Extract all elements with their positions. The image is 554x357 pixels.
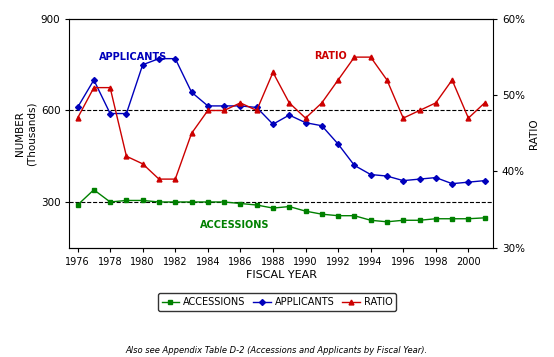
ACCESSIONS bbox=[433, 217, 439, 221]
RATIO bbox=[465, 116, 471, 120]
RATIO bbox=[335, 78, 341, 82]
Text: APPLICANTS: APPLICANTS bbox=[99, 52, 167, 62]
ACCESSIONS bbox=[188, 200, 195, 204]
APPLICANTS bbox=[465, 180, 471, 184]
RATIO bbox=[270, 70, 276, 75]
RATIO bbox=[383, 78, 390, 82]
APPLICANTS bbox=[188, 90, 195, 94]
Y-axis label: NUMBER
(Thousands): NUMBER (Thousands) bbox=[15, 101, 37, 166]
APPLICANTS bbox=[302, 121, 309, 125]
APPLICANTS bbox=[335, 142, 341, 146]
APPLICANTS bbox=[286, 113, 293, 117]
Text: RATIO: RATIO bbox=[314, 51, 346, 61]
ACCESSIONS bbox=[107, 200, 114, 204]
APPLICANTS bbox=[270, 122, 276, 126]
Line: APPLICANTS: APPLICANTS bbox=[75, 56, 487, 186]
ACCESSIONS bbox=[90, 188, 97, 192]
RATIO bbox=[107, 85, 114, 90]
ACCESSIONS bbox=[400, 218, 407, 222]
Y-axis label: RATIO: RATIO bbox=[529, 118, 539, 149]
RATIO bbox=[400, 116, 407, 120]
Line: RATIO: RATIO bbox=[75, 55, 487, 181]
X-axis label: FISCAL YEAR: FISCAL YEAR bbox=[245, 270, 317, 280]
APPLICANTS bbox=[416, 177, 423, 181]
RATIO bbox=[237, 101, 244, 105]
RATIO bbox=[172, 177, 178, 181]
RATIO bbox=[367, 55, 374, 59]
RATIO bbox=[156, 177, 162, 181]
RATIO bbox=[351, 55, 358, 59]
RATIO bbox=[433, 101, 439, 105]
ACCESSIONS bbox=[172, 200, 178, 204]
RATIO bbox=[123, 154, 130, 159]
APPLICANTS bbox=[221, 104, 228, 108]
ACCESSIONS bbox=[481, 216, 488, 220]
ACCESSIONS bbox=[367, 218, 374, 222]
APPLICANTS bbox=[172, 56, 178, 61]
APPLICANTS bbox=[74, 105, 81, 110]
RATIO bbox=[204, 108, 211, 112]
ACCESSIONS bbox=[416, 218, 423, 222]
APPLICANTS bbox=[449, 182, 455, 186]
APPLICANTS bbox=[204, 104, 211, 108]
APPLICANTS bbox=[156, 56, 162, 61]
APPLICANTS bbox=[319, 124, 325, 128]
ACCESSIONS bbox=[465, 217, 471, 221]
ACCESSIONS bbox=[351, 213, 358, 218]
RATIO bbox=[449, 78, 455, 82]
ACCESSIONS bbox=[123, 198, 130, 202]
RATIO bbox=[188, 131, 195, 136]
APPLICANTS bbox=[107, 111, 114, 116]
RATIO bbox=[221, 108, 228, 112]
APPLICANTS bbox=[253, 105, 260, 110]
APPLICANTS bbox=[433, 175, 439, 180]
Text: ACCESSIONS: ACCESSIONS bbox=[199, 220, 269, 230]
ACCESSIONS bbox=[319, 212, 325, 216]
ACCESSIONS bbox=[270, 206, 276, 210]
RATIO bbox=[302, 116, 309, 120]
RATIO bbox=[416, 108, 423, 112]
ACCESSIONS bbox=[74, 203, 81, 207]
RATIO bbox=[319, 101, 325, 105]
RATIO bbox=[481, 101, 488, 105]
ACCESSIONS bbox=[253, 203, 260, 207]
RATIO bbox=[74, 116, 81, 120]
RATIO bbox=[253, 108, 260, 112]
APPLICANTS bbox=[90, 78, 97, 82]
ACCESSIONS bbox=[204, 200, 211, 204]
ACCESSIONS bbox=[449, 217, 455, 221]
APPLICANTS bbox=[351, 163, 358, 167]
ACCESSIONS bbox=[286, 205, 293, 209]
Legend: ACCESSIONS, APPLICANTS, RATIO: ACCESSIONS, APPLICANTS, RATIO bbox=[158, 293, 396, 311]
APPLICANTS bbox=[140, 62, 146, 67]
ACCESSIONS bbox=[156, 200, 162, 204]
RATIO bbox=[90, 85, 97, 90]
ACCESSIONS bbox=[335, 213, 341, 218]
APPLICANTS bbox=[400, 178, 407, 183]
ACCESSIONS bbox=[140, 198, 146, 202]
APPLICANTS bbox=[481, 178, 488, 183]
APPLICANTS bbox=[367, 172, 374, 177]
ACCESSIONS bbox=[237, 201, 244, 206]
Line: ACCESSIONS: ACCESSIONS bbox=[75, 188, 487, 224]
RATIO bbox=[286, 101, 293, 105]
APPLICANTS bbox=[383, 174, 390, 178]
ACCESSIONS bbox=[383, 220, 390, 224]
APPLICANTS bbox=[237, 104, 244, 108]
RATIO bbox=[140, 162, 146, 166]
ACCESSIONS bbox=[302, 209, 309, 213]
APPLICANTS bbox=[123, 111, 130, 116]
Text: Also see Appendix Table D-2 (Accessions and Applicants by Fiscal Year).: Also see Appendix Table D-2 (Accessions … bbox=[126, 346, 428, 356]
ACCESSIONS bbox=[221, 200, 228, 204]
